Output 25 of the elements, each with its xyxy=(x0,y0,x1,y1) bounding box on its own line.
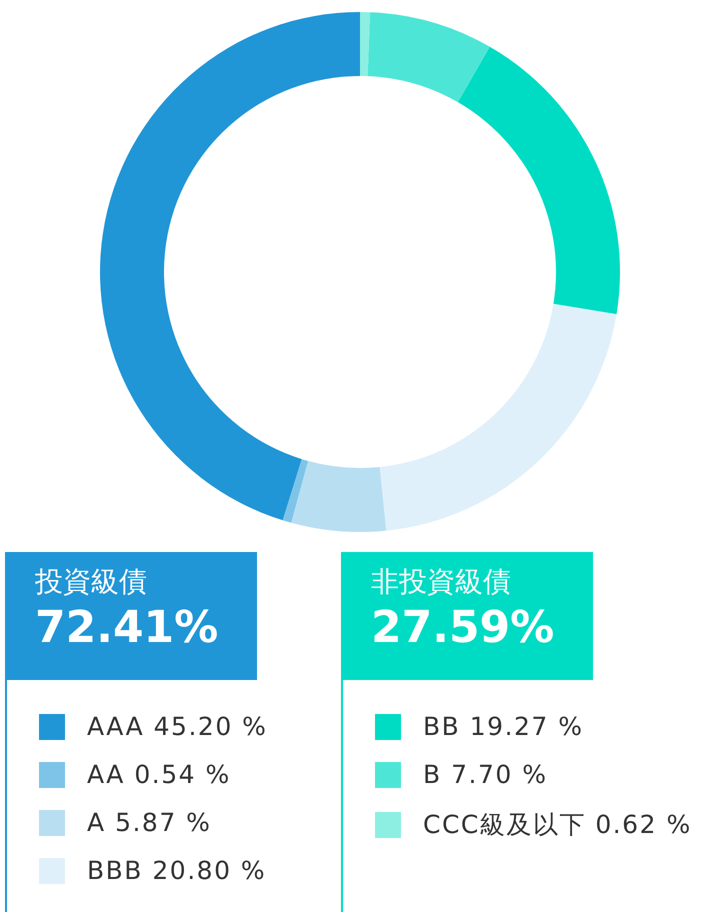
data-label: 19.27 % xyxy=(470,712,584,741)
donut-slice xyxy=(458,46,620,314)
text: 72.41% xyxy=(35,601,220,655)
donut-slice xyxy=(100,12,360,520)
text: 非投資級債 xyxy=(371,564,512,600)
text: 投資級債 xyxy=(35,564,148,600)
legend-label: BB xyxy=(423,712,460,741)
data-label: 0.54 % xyxy=(134,760,231,789)
data-label: 45.20 % xyxy=(154,712,268,741)
donut-slice xyxy=(380,304,617,531)
data-label: 20.80 % xyxy=(152,856,266,885)
donut-slice xyxy=(291,461,386,532)
legend-label: B xyxy=(423,760,442,789)
legend-label: A xyxy=(87,808,106,837)
donut-slice xyxy=(368,12,490,102)
data-label: 7.70 % xyxy=(451,760,548,789)
legend-label: BBB xyxy=(87,856,143,885)
donut-slice xyxy=(360,12,370,76)
legend-label: AA xyxy=(87,760,125,789)
legend-label: CCC級及以下 xyxy=(423,810,586,839)
data-label: 0.62 % xyxy=(595,810,692,839)
legend-label: AAA xyxy=(87,712,144,741)
data-label: 5.87 % xyxy=(115,808,212,837)
text: 27.59% xyxy=(371,601,556,655)
donut-slice xyxy=(282,459,308,523)
